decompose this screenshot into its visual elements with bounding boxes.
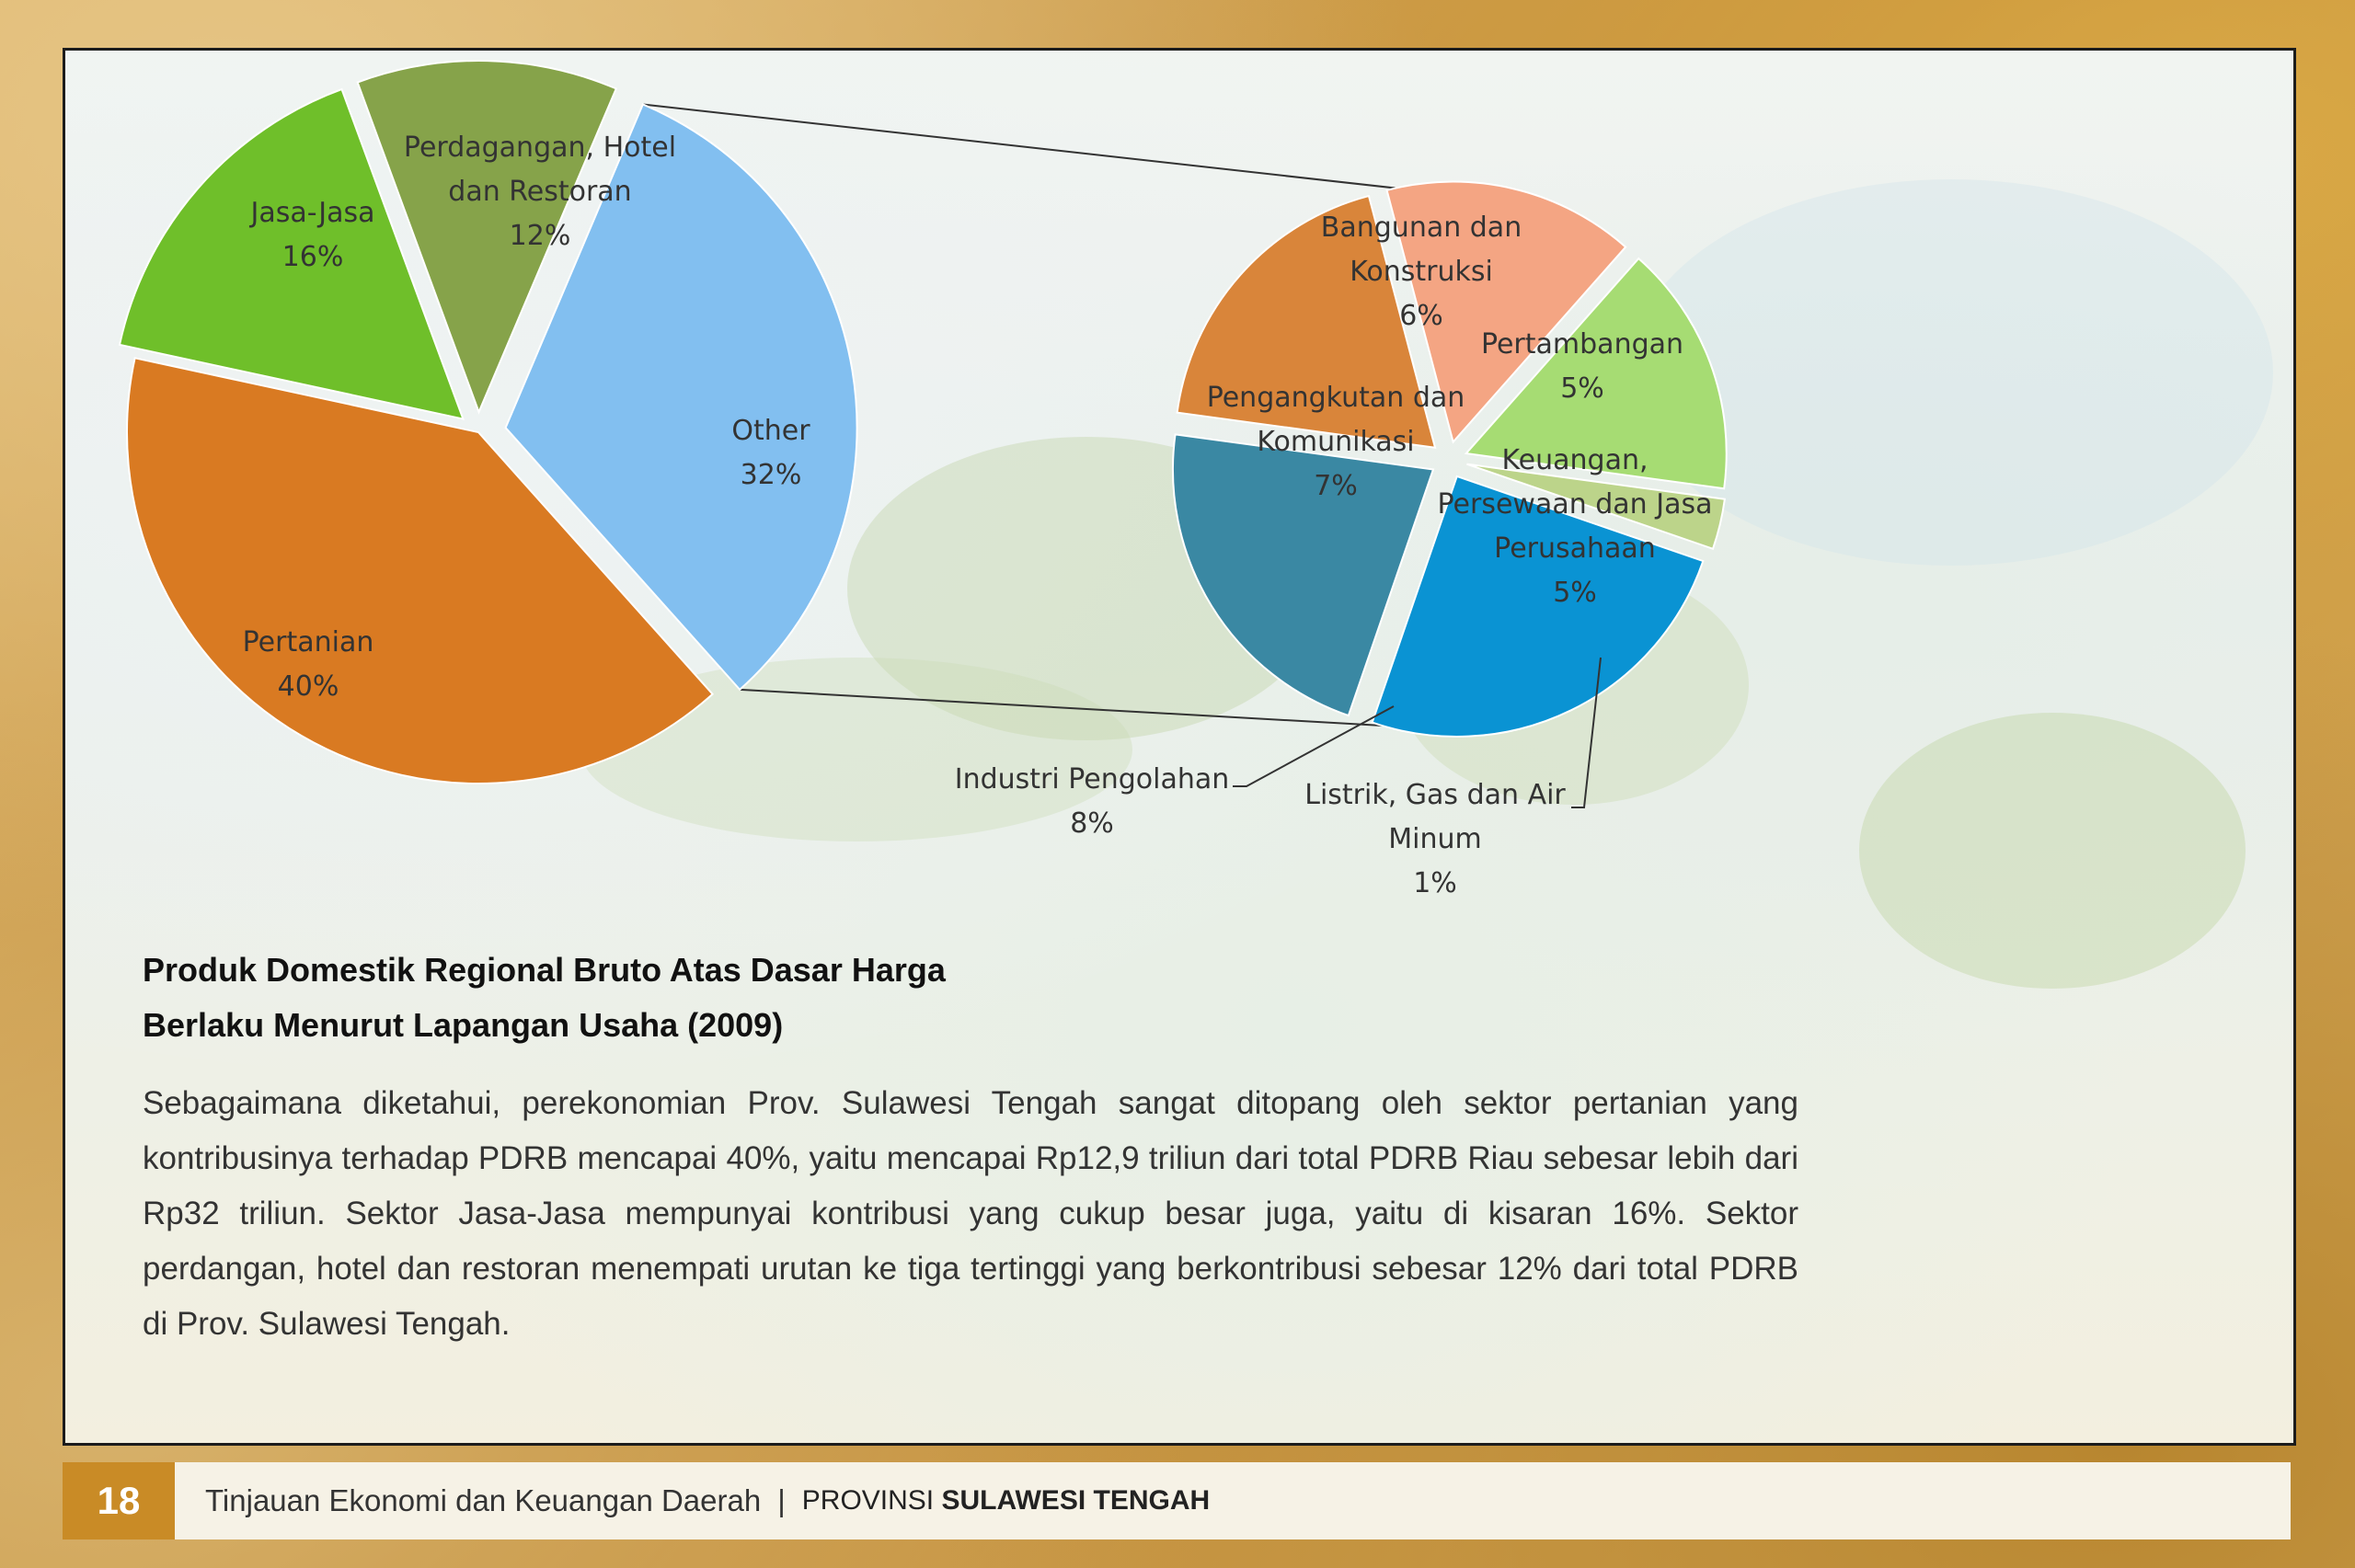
label-listrik-line: 1% xyxy=(1413,867,1457,899)
pie-slice-jasa-jasa xyxy=(118,87,465,420)
label-listrik-line: Listrik, Gas dan Air xyxy=(1304,779,1566,811)
connector-lines xyxy=(642,103,1450,730)
leader-lines xyxy=(1233,657,1602,808)
label-pertambangan-line: 5% xyxy=(1560,372,1604,405)
label-bangunan-line: 6% xyxy=(1399,300,1443,332)
footer-separator: | xyxy=(777,1483,786,1517)
label-bangunan-line: Konstruksi xyxy=(1350,256,1493,288)
map-background-shape xyxy=(1859,713,2246,989)
label-other: Other 32% xyxy=(731,415,810,491)
label-pengangkutan: Pengangkutan dan Komunikasi 7% xyxy=(1207,382,1465,502)
label-keuangan: Keuangan, Persewaan dan Jasa Perusahaan 5% xyxy=(1438,444,1713,609)
pie-slice-industri-pengolahan xyxy=(1371,475,1705,738)
chart-labels: Pertanian 40% Jasa-Jasa 16% Perdagangan, Hot… xyxy=(243,132,1713,899)
label-industri-line: Industri Pengolahan xyxy=(955,763,1230,795)
publication-title: Tinjauan Ekonomi dan Keuangan Daerah xyxy=(205,1483,762,1517)
label-other-line: Other xyxy=(731,415,810,447)
page-footer: 18 Tinjauan Ekonomi dan Keuangan Daerah … xyxy=(63,1462,2291,1539)
label-listrik: Listrik, Gas dan Air Minum 1% xyxy=(1304,779,1566,899)
label-pertanian-line: Pertanian xyxy=(243,626,374,658)
footer-title: Tinjauan Ekonomi dan Keuangan Daerah | P… xyxy=(205,1462,1210,1539)
label-perdagangan-line: 12% xyxy=(510,220,571,252)
province-prefix: PROVINSI xyxy=(801,1485,942,1516)
label-pengangkutan-line: 7% xyxy=(1314,470,1358,502)
connector-line-top xyxy=(642,103,1450,195)
label-pengangkutan-line: Komunikasi xyxy=(1257,426,1414,458)
pie-slice-other xyxy=(504,103,858,692)
pie-slice-pengangkutan-dan-komunikasi xyxy=(1171,433,1435,717)
label-industri: Industri Pengolahan 8% xyxy=(955,763,1230,840)
label-keuangan-line: Persewaan dan Jasa xyxy=(1438,488,1713,521)
pie-slice-pertanian xyxy=(126,357,715,784)
label-other-line: 32% xyxy=(741,459,802,491)
connector-line-bottom xyxy=(740,688,1450,730)
label-bangunan: Bangunan dan Konstruksi 6% xyxy=(1321,212,1522,332)
label-listrik-line: Minum xyxy=(1388,823,1481,855)
pie-slice-bangunan-dan-konstruksi xyxy=(1176,194,1437,449)
chart-heading: Produk Domestik Regional Bruto Atas Dasa… xyxy=(143,943,1246,1053)
label-perdagangan: Perdagangan, Hotel dan Restoran 12% xyxy=(404,132,676,252)
label-keuangan-line: 5% xyxy=(1553,577,1597,609)
main-pie xyxy=(118,60,858,784)
body-paragraph: Sebagaimana diketahui, perekonomian Prov… xyxy=(143,1085,1798,1342)
pie-slice-perdagangan-hotel-dan-restoran xyxy=(356,60,618,415)
label-pertanian: Pertanian 40% xyxy=(243,626,374,703)
secondary-pie xyxy=(1171,180,1728,738)
label-pertambangan-line: Pertambangan xyxy=(1481,328,1683,361)
map-background-shape xyxy=(1629,179,2273,566)
heading-line-2: Berlaku Menurut Lapangan Usaha (2009) xyxy=(143,1006,784,1044)
pie-slice-listrik-gas-dan-air-minum xyxy=(1466,463,1726,551)
heading-line-1: Produk Domestik Regional Bruto Atas Dasa… xyxy=(143,951,946,989)
label-pengangkutan-line: Pengangkutan dan xyxy=(1207,382,1465,414)
label-pertanian-line: 40% xyxy=(278,670,339,703)
label-industri-line: 8% xyxy=(1070,807,1114,840)
label-jasa-line: Jasa-Jasa xyxy=(249,197,375,229)
label-keuangan-line: Keuangan, xyxy=(1501,444,1648,476)
label-jasa: Jasa-Jasa 16% xyxy=(249,197,375,273)
label-jasa-line: 16% xyxy=(282,241,344,273)
pie-slice-pertambangan xyxy=(1385,180,1627,444)
label-perdagangan-line: dan Restoran xyxy=(448,176,631,208)
page-number: 18 xyxy=(63,1462,175,1539)
pie-slice-keuangan-persewaan-dan-jasa-perusahaan xyxy=(1464,257,1728,490)
label-bangunan-line: Bangunan dan xyxy=(1321,212,1522,244)
leader-line-industri xyxy=(1233,705,1395,787)
label-pertambangan: Pertambangan 5% xyxy=(1481,328,1683,405)
label-perdagangan-line: Perdagangan, Hotel xyxy=(404,132,676,164)
province-name: SULAWESI TENGAH xyxy=(941,1485,1211,1516)
leader-line-listrik xyxy=(1571,657,1602,808)
label-keuangan-line: Perusahaan xyxy=(1494,532,1656,565)
province-label: PROVINSI SULAWESI TENGAH xyxy=(802,1485,1210,1516)
